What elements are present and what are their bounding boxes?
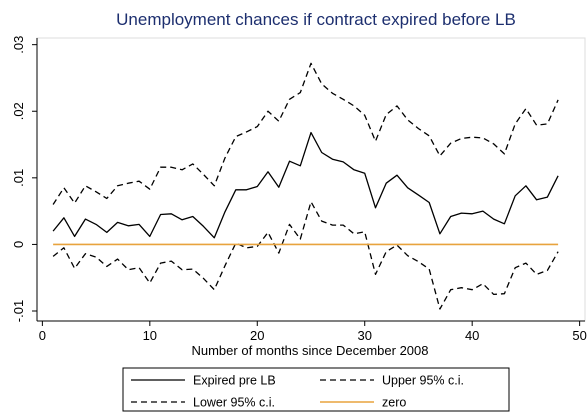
x-tick-label: 10 [143,328,157,343]
x-axis-label: Number of months since December 2008 [191,343,428,358]
x-tick-label: 40 [465,328,479,343]
y-tick-label: .02 [11,102,26,120]
series-group [52,62,559,310]
y-tick-label: .01 [11,169,26,187]
chart-title: Unemployment chances if contract expired… [116,10,516,29]
y-tick-label: .03 [11,36,26,54]
x-tick-label: 20 [250,328,264,343]
y-tick-label: 0 [11,241,26,248]
x-tick-label: 0 [39,328,46,343]
series-line-upper-95-c-i [52,62,559,205]
axes-group: -.01 0 .01 .02 .03 0 10 20 30 40 50 [11,36,587,343]
y-tick-label: -.01 [11,300,26,322]
legend-label: Expired pre LB [193,374,276,388]
legend-box [122,367,510,412]
legend-label: zero [382,396,406,410]
series-line-expired-pre-lb [52,131,559,239]
legend-label: Upper 95% c.i. [382,374,464,388]
x-tick-label: 30 [357,328,371,343]
x-tick-label: 50 [572,328,586,343]
legend: Expired pre LB Upper 95% c.i. Lower 95% c.… [122,367,510,412]
legend-label: Lower 95% c.i. [193,396,275,410]
